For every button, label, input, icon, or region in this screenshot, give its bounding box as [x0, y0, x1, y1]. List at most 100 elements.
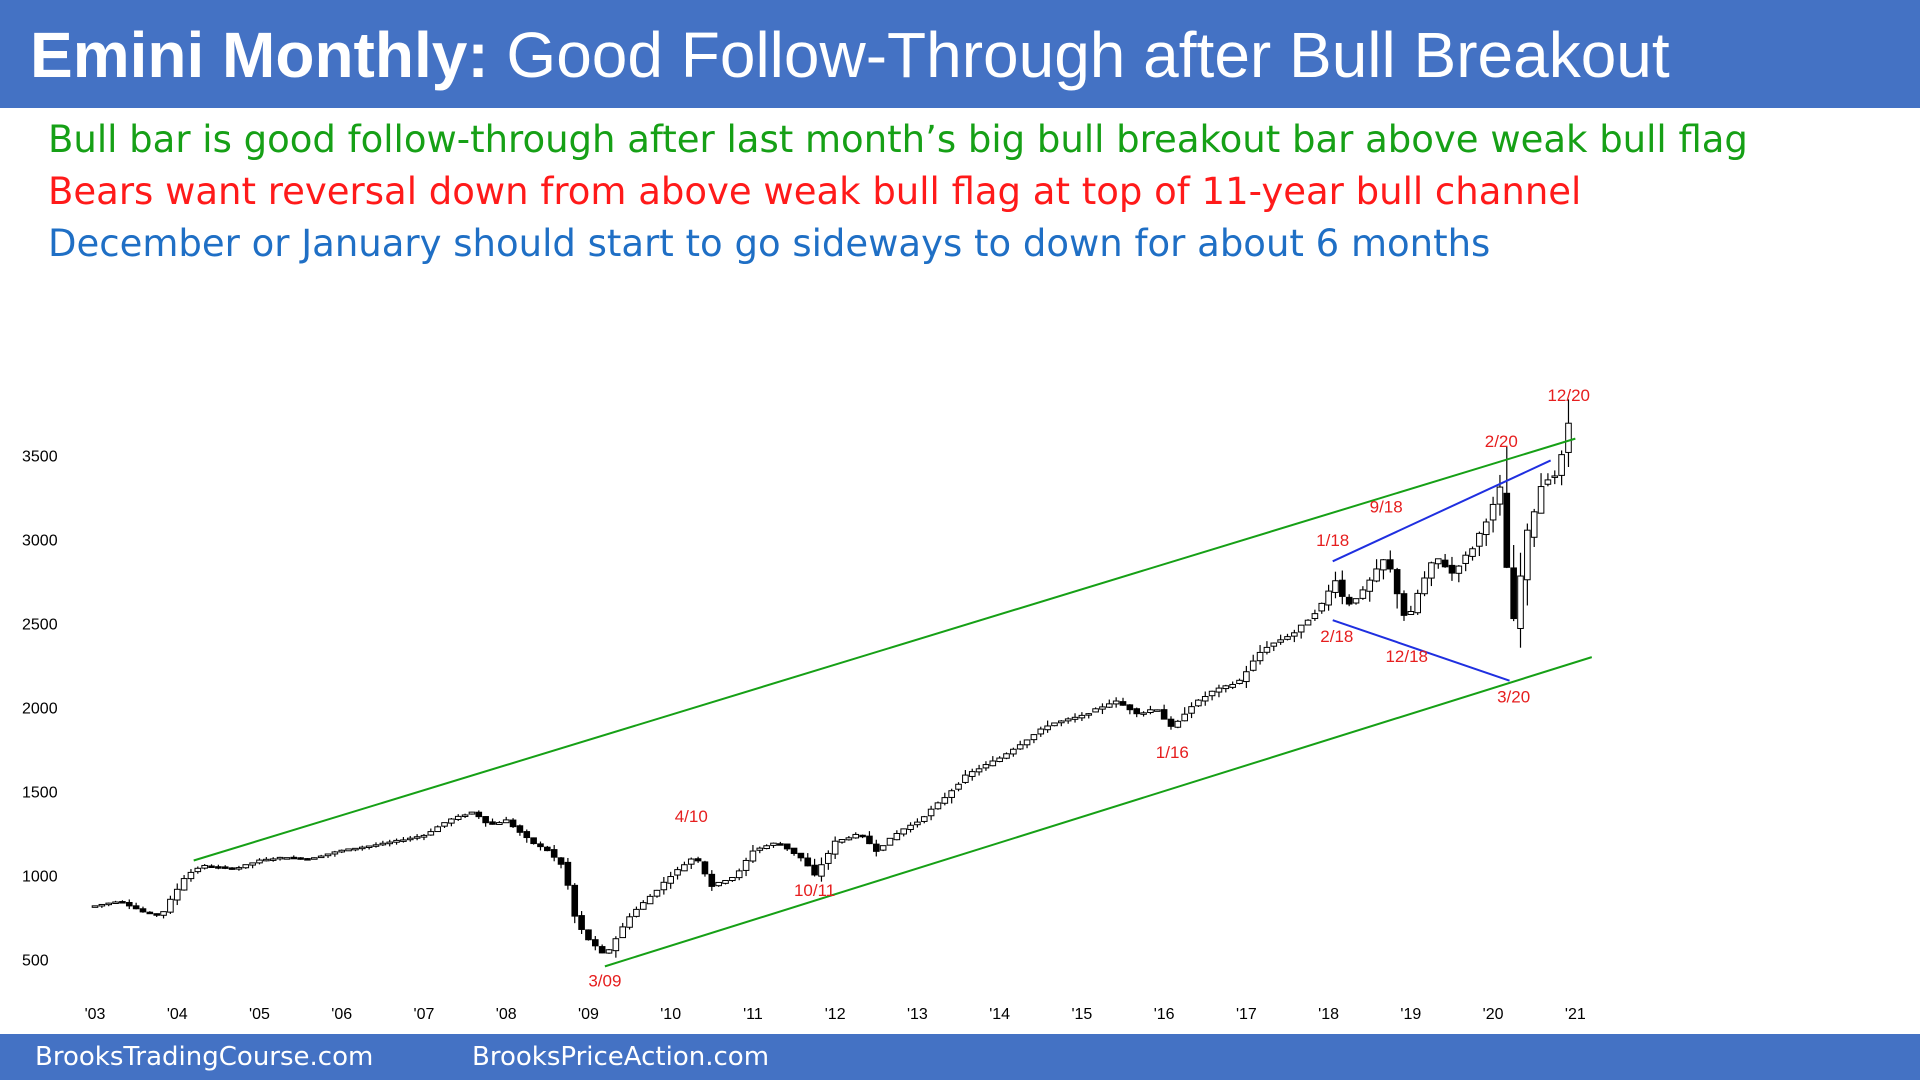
- bull-candle: [324, 853, 332, 857]
- bull-candle: [406, 837, 414, 841]
- bull-candle: [1201, 696, 1209, 702]
- bull-candle: [996, 757, 1003, 763]
- y-tick-label: 1500: [22, 785, 58, 802]
- bull-candle: [1297, 624, 1305, 633]
- bull-candle: [283, 857, 291, 860]
- bull-candle: [756, 847, 764, 851]
- bull-candle: [1044, 725, 1051, 731]
- bull-candle: [681, 864, 688, 872]
- bear-candle: [811, 864, 818, 876]
- x-tick-label: '10: [660, 1006, 681, 1023]
- x-tick-label: '20: [1483, 1006, 1504, 1023]
- date-annotation: 12/20: [1547, 386, 1590, 405]
- bear-candle: [153, 913, 160, 916]
- footer-left-link[interactable]: BrooksTradingCourse.com: [35, 1042, 374, 1072]
- bear-candle: [797, 852, 805, 859]
- bull-candle: [1524, 529, 1531, 581]
- date-annotation: 10/11: [794, 881, 835, 900]
- bull-candle: [393, 839, 400, 843]
- bull-candle: [427, 831, 435, 836]
- bear-candle: [571, 884, 579, 917]
- bull-candle: [365, 845, 373, 848]
- bull-candle: [1517, 575, 1524, 629]
- bull-candle: [249, 862, 256, 866]
- bull-candle: [1352, 598, 1360, 604]
- x-tick-label: '21: [1565, 1006, 1586, 1023]
- bear-candle: [475, 811, 483, 818]
- date-annotation: 9/18: [1370, 498, 1403, 517]
- date-annotation: 12/18: [1385, 647, 1428, 666]
- bull-candle: [1551, 475, 1559, 478]
- bull-candle: [1208, 690, 1216, 697]
- bull-candle: [235, 867, 243, 870]
- x-tick-label: '14: [989, 1006, 1010, 1023]
- y-tick-label: 500: [22, 953, 49, 970]
- bull-candle: [91, 905, 99, 908]
- bull-candle: [441, 822, 448, 827]
- bull-candle: [454, 815, 462, 820]
- bear-candle: [523, 831, 531, 839]
- bull-candle: [502, 819, 510, 824]
- bull-candle: [1414, 592, 1422, 614]
- x-tick-label: '16: [1154, 1006, 1175, 1023]
- bull-candle: [1064, 718, 1072, 722]
- x-tick-label: '12: [825, 1006, 846, 1023]
- bull-candle: [98, 903, 106, 907]
- bull-candle: [468, 811, 476, 815]
- bear-candle: [859, 834, 866, 838]
- bull-candle: [242, 864, 250, 869]
- bull-candle: [1071, 716, 1079, 720]
- bull-candle: [1051, 722, 1058, 727]
- bull-candle: [605, 949, 613, 954]
- bull-candle: [770, 842, 777, 846]
- bear-candle: [1126, 704, 1134, 711]
- bull-candle: [900, 828, 908, 835]
- bull-candle: [934, 802, 942, 810]
- bull-candle: [653, 889, 661, 897]
- trendline-2: [604, 656, 1593, 968]
- note-outlook: December or January should start to go s…: [48, 222, 1491, 265]
- bull-candle: [1229, 683, 1236, 688]
- bull-candle: [1277, 639, 1284, 643]
- bear-candle: [557, 857, 565, 865]
- bull-candle: [914, 821, 921, 826]
- x-tick-label: '05: [249, 1006, 270, 1023]
- bull-candle: [448, 818, 455, 824]
- bull-candle: [1181, 713, 1188, 722]
- footer-right-link[interactable]: BrooksPriceAction.com: [472, 1042, 770, 1072]
- bull-candle: [379, 842, 387, 846]
- bull-candle: [729, 876, 736, 882]
- bull-candle: [975, 768, 983, 773]
- trendline-3: [1332, 459, 1552, 563]
- bull-candle: [105, 902, 113, 906]
- bull-candle: [1565, 422, 1572, 453]
- bear-candle: [1119, 701, 1127, 706]
- bear-candle: [1448, 564, 1456, 574]
- bear-candle: [585, 929, 592, 941]
- x-tick-label: '07: [414, 1006, 435, 1023]
- bear-candle: [1345, 596, 1353, 605]
- bull-candle: [1270, 642, 1278, 647]
- bull-candle: [633, 908, 640, 917]
- date-annotation: 3/20: [1497, 688, 1530, 707]
- bear-candle: [125, 901, 133, 907]
- bull-candle: [989, 760, 997, 767]
- bull-candle: [742, 859, 750, 871]
- bull-candle: [1188, 706, 1195, 714]
- bull-candle: [674, 869, 681, 876]
- bull-candle: [1147, 709, 1154, 713]
- bear-candle: [304, 858, 311, 861]
- bull-candle: [968, 771, 976, 777]
- bull-candle: [1373, 568, 1380, 582]
- bull-candle: [715, 881, 722, 887]
- title-rest: Good Follow-Through after Bull Breakout: [506, 19, 1670, 91]
- bear-candle: [1133, 708, 1141, 715]
- bull-candle: [660, 881, 668, 891]
- x-tick-label: '11: [743, 1006, 763, 1023]
- bull-candle: [338, 849, 346, 853]
- bear-candle: [297, 857, 304, 860]
- bull-candle: [927, 808, 935, 817]
- bear-candle: [544, 846, 551, 852]
- bull-candle: [1318, 602, 1326, 612]
- bull-candle: [1106, 703, 1113, 708]
